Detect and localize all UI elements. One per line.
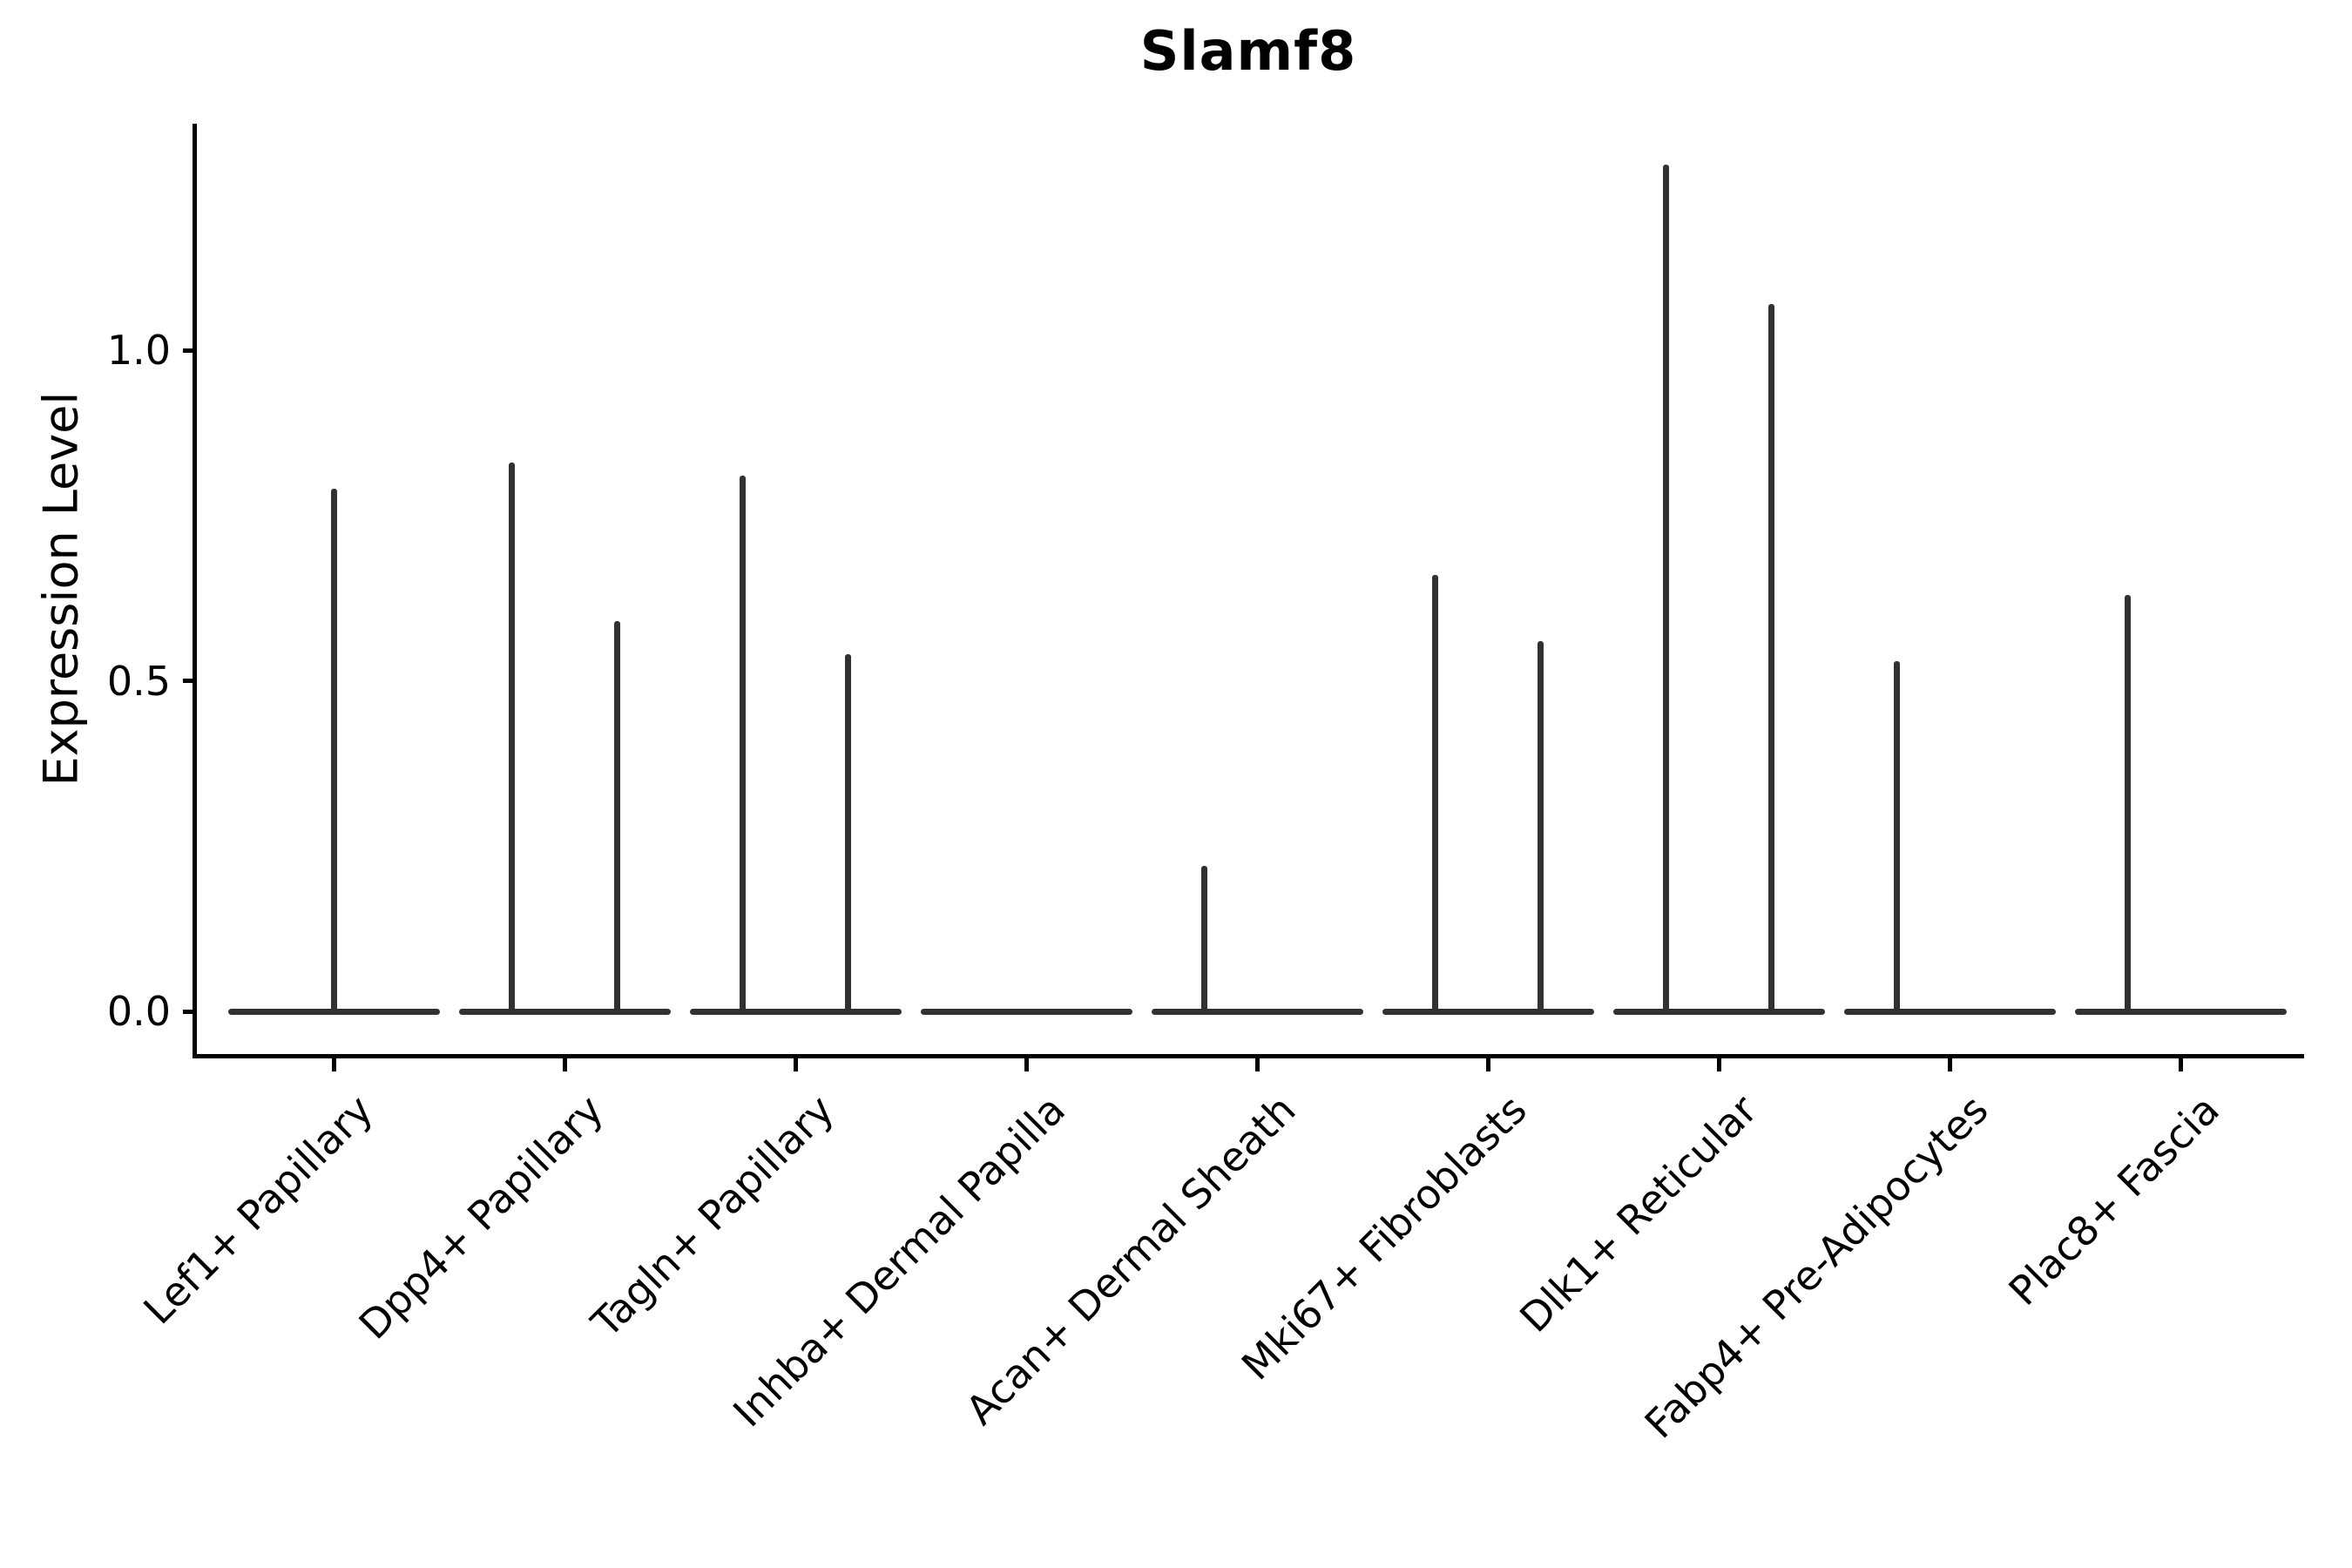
x-tick-label-1: Lef1+ Papillary xyxy=(133,1085,382,1334)
x-tick-label-3: Tagln+ Papillary xyxy=(582,1085,843,1347)
violin-baseline xyxy=(1843,1008,2056,1015)
x-tick-mark xyxy=(1947,1054,1952,1071)
violin-spike xyxy=(330,489,337,1011)
x-tick-mark xyxy=(562,1054,567,1071)
x-tick-mark xyxy=(1716,1054,1721,1071)
violin-baseline xyxy=(1382,1008,1594,1015)
violin-spike xyxy=(1538,640,1544,1011)
violin-spike xyxy=(1768,303,1774,1011)
violin-baseline xyxy=(227,1008,440,1015)
violin-baseline xyxy=(1612,1008,1825,1015)
x-tick-mark xyxy=(1485,1054,1490,1071)
y-tick-label: 0.5 xyxy=(106,657,171,705)
x-tick-mark xyxy=(331,1054,336,1071)
violin-spike xyxy=(1894,660,1900,1011)
x-tick-mark xyxy=(1024,1054,1029,1071)
chart-title: Slamf8 xyxy=(1139,19,1357,83)
violin-spike xyxy=(1432,575,1438,1011)
violin-spike xyxy=(1201,866,1207,1011)
violin-spike xyxy=(509,463,515,1011)
x-tick-label-9: Plac8+ Fascia xyxy=(1999,1085,2228,1315)
violin-baseline xyxy=(920,1008,1132,1015)
violin-baseline xyxy=(1151,1008,1363,1015)
y-axis-label: Expression Level xyxy=(33,391,89,787)
violin-baseline xyxy=(689,1008,902,1015)
y-tick-mark xyxy=(183,348,195,353)
violin-spike xyxy=(740,476,746,1011)
violin-spike xyxy=(2125,594,2131,1011)
violin-spike xyxy=(845,654,851,1011)
y-tick-label: 1.0 xyxy=(106,327,171,374)
violin-spike xyxy=(1663,165,1669,1011)
violin-baseline xyxy=(2074,1008,2287,1015)
violin-baseline xyxy=(458,1008,671,1015)
violin-spike xyxy=(614,621,620,1011)
plot-area: 0.0 0.5 1.0 Lef1+ Papillary Dpp4+ Papillary T… xyxy=(107,124,2304,1448)
x-tick-label-2: Dpp4+ Papillary xyxy=(349,1085,612,1348)
x-tick-mark xyxy=(1254,1054,1260,1071)
x-tick-label-7: Dlk1+ Reticular xyxy=(1511,1085,1767,1342)
y-tick-label: 0.0 xyxy=(106,988,171,1035)
x-tick-mark xyxy=(793,1054,798,1071)
y-tick-mark xyxy=(183,1009,195,1014)
y-tick-mark xyxy=(183,679,195,683)
x-tick-mark xyxy=(2178,1054,2183,1071)
